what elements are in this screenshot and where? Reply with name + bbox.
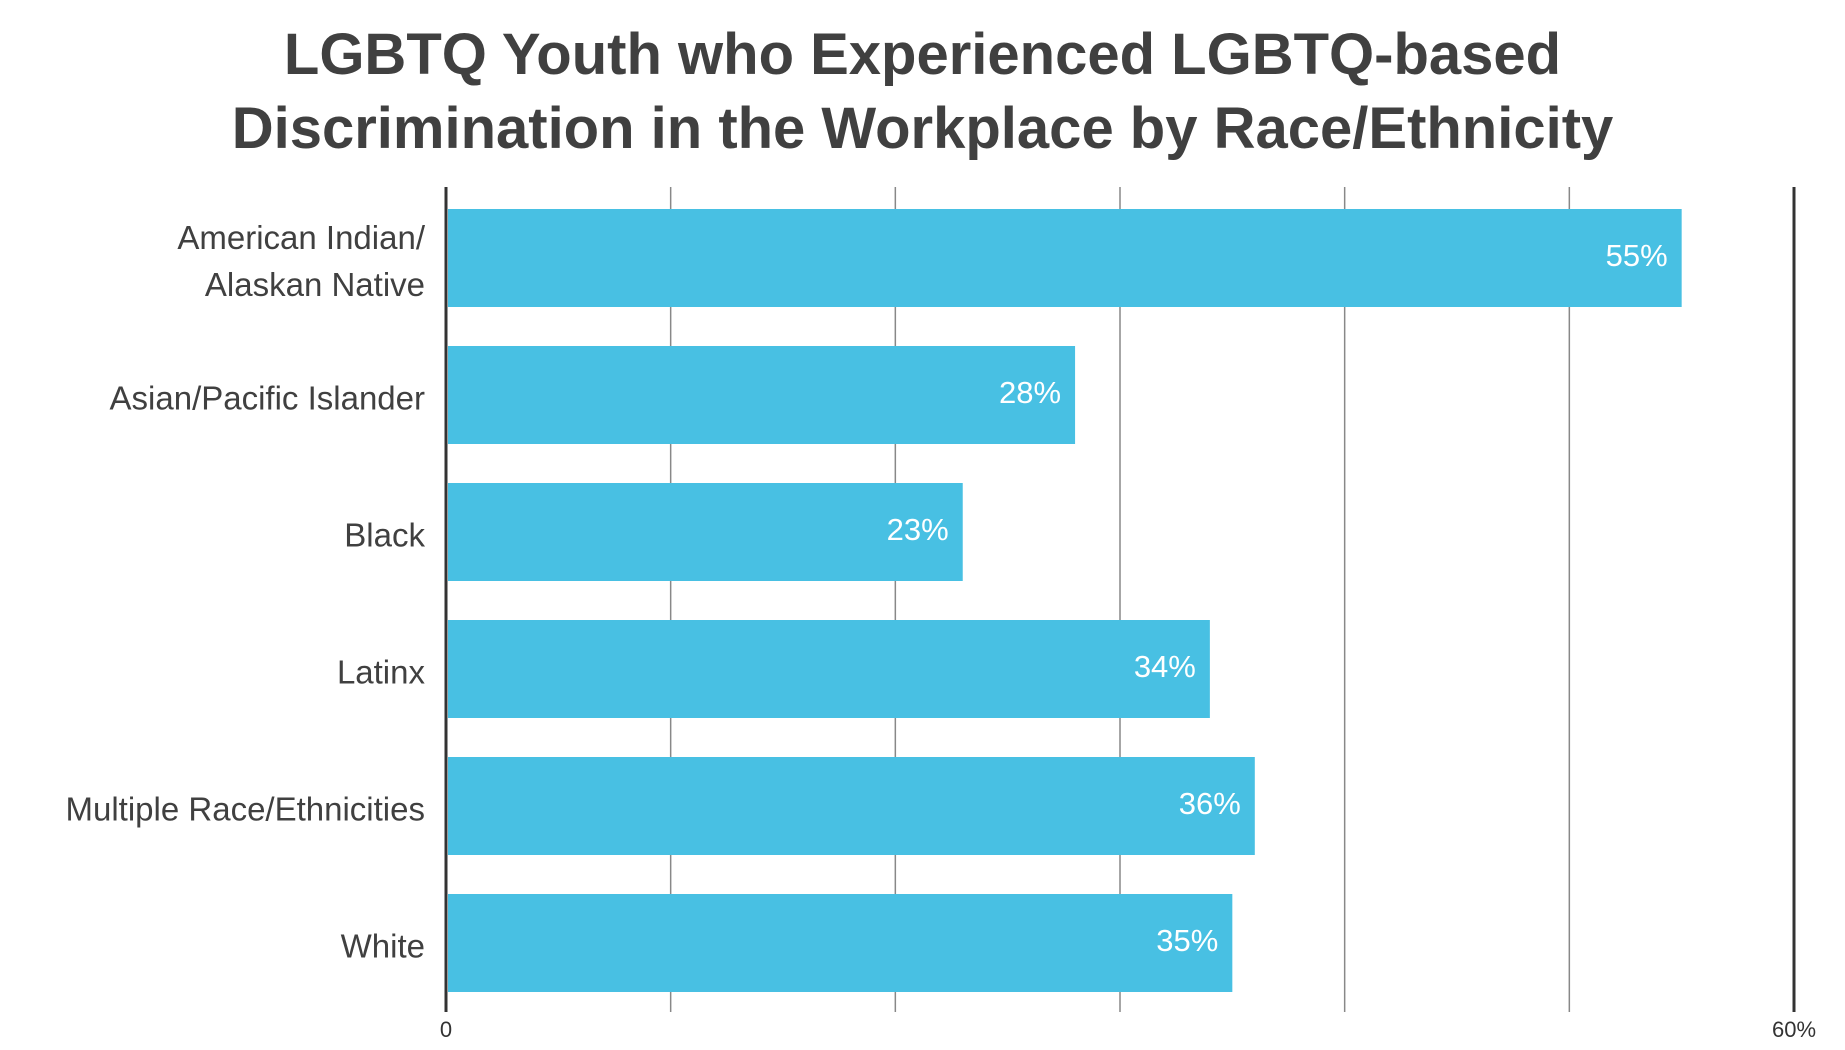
y-tick-label: Black xyxy=(344,516,425,554)
value-label: 34% xyxy=(1134,649,1196,684)
value-label: 36% xyxy=(1179,786,1241,821)
y-tick-label: Latinx xyxy=(336,653,425,691)
bar xyxy=(448,894,1233,992)
value-label: 28% xyxy=(999,375,1061,410)
y-tick-label: Asian/Pacific Islander xyxy=(109,379,425,417)
value-label: 35% xyxy=(1156,923,1218,958)
x-tick-label: 0 xyxy=(440,1017,452,1042)
y-tick-label: White xyxy=(340,927,425,965)
bar xyxy=(448,757,1255,855)
bar xyxy=(448,209,1682,307)
y-tick-label: Multiple Race/Ethnicities xyxy=(65,790,426,828)
value-label: 23% xyxy=(887,512,949,547)
value-label: 55% xyxy=(1606,238,1668,273)
bar xyxy=(448,620,1210,718)
bar xyxy=(448,483,963,581)
x-tick-label: 60% xyxy=(1772,1017,1816,1042)
chart-title: LGBTQ Youth who Experienced LGBTQ-based … xyxy=(231,22,1614,161)
y-tick-label: American Indian/ Alaskan Native xyxy=(177,219,425,303)
bar xyxy=(448,346,1076,444)
